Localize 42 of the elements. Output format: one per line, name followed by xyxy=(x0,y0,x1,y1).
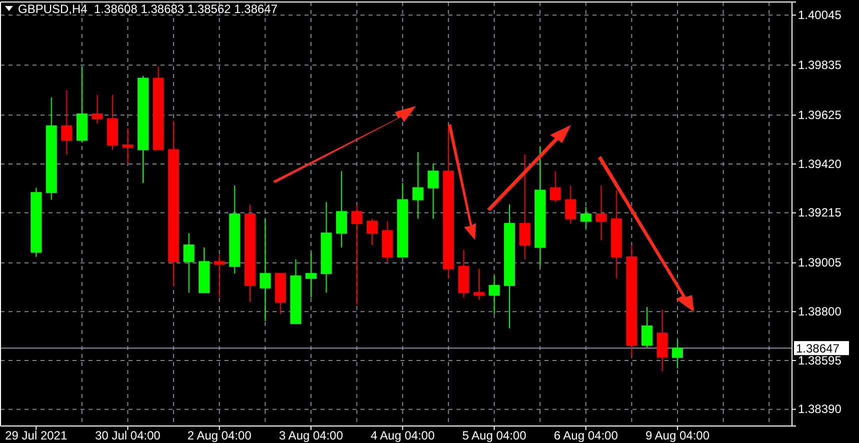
candlestick xyxy=(519,154,530,260)
candlestick xyxy=(351,204,362,306)
x-tick-label: 3 Aug 04:00 xyxy=(278,428,344,443)
candlestick xyxy=(366,218,378,246)
candlestick xyxy=(92,94,103,124)
x-tick-label: 9 Aug 04:00 xyxy=(645,428,710,443)
candlestick xyxy=(428,163,439,220)
candlestick xyxy=(122,128,134,164)
y-tick-label: 1.38595 xyxy=(798,353,842,368)
y-tick-label: 1.39625 xyxy=(798,108,842,122)
candlestick xyxy=(412,152,424,220)
price-tag: 1.38647 xyxy=(794,341,849,356)
y-tick-label: 1.39005 xyxy=(798,256,842,270)
y-tick-label: 1.40045 xyxy=(798,8,842,22)
candlestick xyxy=(214,254,225,298)
candlestick xyxy=(336,170,348,248)
chart-title: GBPUSD,H4 1.38608 1.38683 1.38562 1.38647 xyxy=(18,2,278,16)
x-tick-label: 4 Aug 04:00 xyxy=(370,428,435,443)
y-tick-label: 1.39835 xyxy=(798,58,842,72)
y-tick-label: 1.38800 xyxy=(798,304,842,319)
candlestick xyxy=(305,252,316,298)
candlestick xyxy=(596,184,607,241)
x-tick-label: 29 Jul 2021 xyxy=(5,428,68,443)
ref-line-label: 1.38647 xyxy=(796,341,840,356)
x-tick-label: 5 Aug 04:00 xyxy=(462,428,527,443)
candlestick xyxy=(473,268,484,300)
x-tick-label: 2 Aug 04:00 xyxy=(187,428,252,443)
candlestick xyxy=(672,339,683,369)
y-tick-label: 1.38390 xyxy=(798,402,842,416)
candlestick xyxy=(61,90,72,155)
candlestick xyxy=(656,308,668,372)
candlestick xyxy=(260,218,271,322)
x-tick-label: 30 Jul 04:00 xyxy=(95,428,161,443)
candlestick xyxy=(550,170,561,203)
candlestick xyxy=(488,275,500,315)
x-tick-label: 6 Aug 04:00 xyxy=(554,428,618,443)
candlestick xyxy=(183,232,194,294)
y-tick-label: 1.39215 xyxy=(798,206,842,220)
candlestick xyxy=(641,306,652,348)
candlestick xyxy=(580,206,592,229)
y-tick-label: 1.39420 xyxy=(798,156,842,171)
candlestick xyxy=(565,184,576,224)
